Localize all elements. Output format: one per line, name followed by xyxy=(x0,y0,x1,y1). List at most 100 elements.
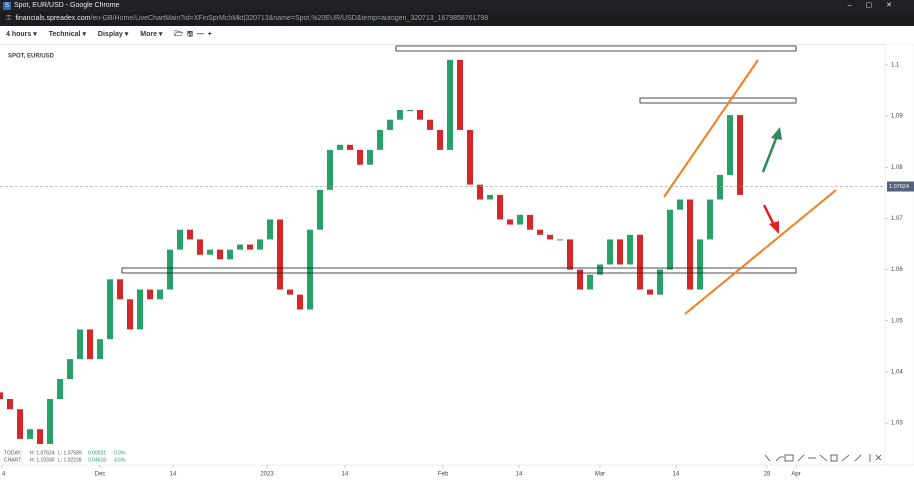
candle xyxy=(257,239,263,250)
y-tick-label: 1.06 xyxy=(891,267,903,273)
candle xyxy=(187,229,193,240)
x-tick-label: 2023 xyxy=(260,472,274,478)
candle xyxy=(707,199,713,240)
candle xyxy=(447,59,453,150)
candle xyxy=(57,379,63,400)
down-arrow-head xyxy=(769,221,779,234)
y-tick-label: 1.05 xyxy=(891,318,903,324)
candle xyxy=(287,289,293,295)
candle xyxy=(677,199,683,210)
toolbar-item[interactable]: Display ▾ xyxy=(97,31,129,38)
candle xyxy=(407,109,413,111)
candle xyxy=(317,189,323,230)
candle xyxy=(207,249,213,255)
candles xyxy=(0,59,743,445)
x-tick-label: Mar xyxy=(595,472,605,478)
info-text: L: 1.07589 xyxy=(58,450,82,456)
candle xyxy=(157,289,163,300)
x-tick-label: Apr xyxy=(791,472,800,478)
candle xyxy=(47,399,53,445)
info-text: 4.5% xyxy=(114,457,126,463)
candle xyxy=(147,289,153,300)
x-tick-label: 14 xyxy=(342,472,349,478)
candle xyxy=(177,229,183,250)
x-tick-label: Feb xyxy=(438,472,449,478)
toolbar-item[interactable]: More ▾ xyxy=(140,31,163,38)
toolbar-item[interactable]: Technical ▾ xyxy=(48,31,86,38)
url-host: financials.spreadex.com xyxy=(15,15,91,22)
candle xyxy=(527,214,533,230)
candle xyxy=(697,239,703,290)
candle xyxy=(687,199,693,290)
candle xyxy=(77,329,83,360)
info-text: 0.00031 xyxy=(88,450,106,456)
info-text: L: 1.02228 xyxy=(58,457,82,463)
window-controls[interactable]: –▢✕ xyxy=(847,2,906,9)
candle xyxy=(657,269,663,295)
candle xyxy=(107,279,113,340)
candle xyxy=(227,249,233,260)
candle xyxy=(617,239,623,265)
candle xyxy=(297,294,303,310)
candle xyxy=(347,144,353,150)
candle xyxy=(337,144,343,150)
x-tick-label: 14 xyxy=(673,472,680,478)
candle xyxy=(67,359,73,380)
candle xyxy=(307,229,313,310)
candle xyxy=(737,115,743,195)
lock-icon: ⚿ xyxy=(6,15,12,22)
candle xyxy=(17,409,23,439)
y-tick-label: 1.07 xyxy=(891,216,903,222)
last-price-label: 1.07624 xyxy=(889,184,909,190)
candle xyxy=(127,299,133,330)
url-bar[interactable]: ⚿ financials.spreadex.com/en-GB/Home/Live… xyxy=(0,12,914,26)
candle xyxy=(667,209,673,270)
candle xyxy=(717,174,723,200)
last-price-box xyxy=(887,181,914,192)
toolbar-icons[interactable]: 🗁 🖫 — + xyxy=(174,31,212,38)
candle xyxy=(0,392,3,400)
candle xyxy=(607,239,613,265)
candle xyxy=(37,429,43,445)
x-tick-label: 14 xyxy=(516,472,523,478)
candle xyxy=(277,219,283,290)
price-axis xyxy=(884,44,914,466)
window-title: Spot, EUR/USD - Google Chrome xyxy=(14,2,120,9)
zone-box xyxy=(395,45,797,52)
candle xyxy=(517,214,523,225)
candle xyxy=(137,289,143,330)
trend-line xyxy=(663,59,759,198)
info-text: TODAY: xyxy=(4,450,22,456)
chart-title: SPOT, EUR/USD xyxy=(8,54,55,60)
toolbar: 4 hours ▾ Technical ▾ Display ▾ More ▾ 🗁… xyxy=(0,26,914,45)
candle xyxy=(647,289,653,295)
x-tick-label: 14 xyxy=(170,472,177,478)
up-arrow xyxy=(761,135,779,173)
candle xyxy=(727,115,733,175)
y-tick-label: 1.1 xyxy=(891,63,900,69)
candle xyxy=(637,234,643,290)
candle xyxy=(267,219,273,240)
y-tick-label: 1.08 xyxy=(891,165,903,171)
y-tick-label: 1.03 xyxy=(891,421,903,427)
candle xyxy=(27,429,33,439)
candle xyxy=(427,119,433,130)
candle xyxy=(567,239,573,270)
x-tick-label: 28 xyxy=(764,472,771,478)
candle xyxy=(467,129,473,185)
info-text: 0.04618 xyxy=(88,457,106,463)
candle xyxy=(7,399,13,410)
info-text: H: 1.10330 xyxy=(30,457,55,463)
info-text: 0.0% xyxy=(114,450,126,456)
x-tick-label: Dec xyxy=(95,472,106,478)
chart: SPOT, EUR/USD 1.1 1.09 1.08 1.07 1.06 1.05 1.0… xyxy=(0,44,914,478)
candle xyxy=(117,279,123,300)
trend-line xyxy=(684,189,837,315)
drawing-tools[interactable] xyxy=(764,454,882,462)
candle xyxy=(217,249,223,260)
app-icon: S xyxy=(3,2,11,10)
candle xyxy=(597,264,603,275)
toolbar-item[interactable]: 4 hours ▾ xyxy=(6,31,37,38)
candle xyxy=(507,219,513,225)
